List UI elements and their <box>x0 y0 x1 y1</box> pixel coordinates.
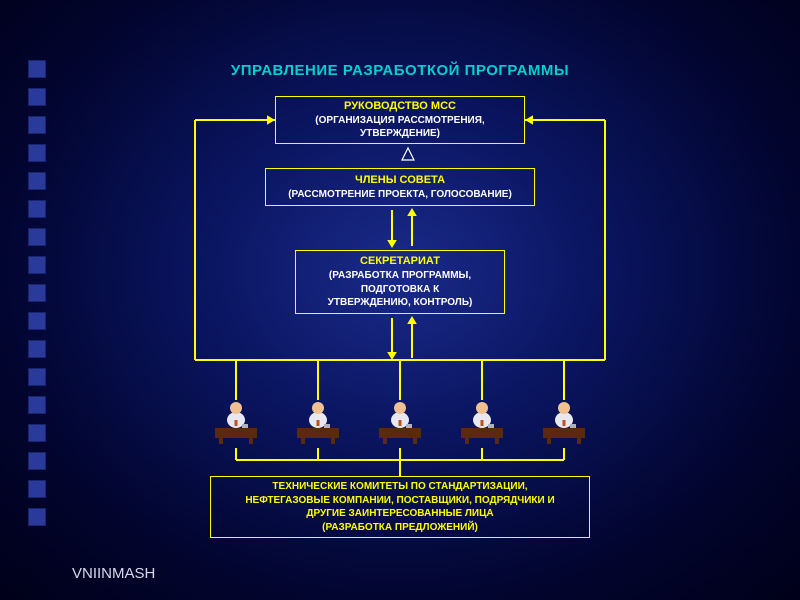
person-icon <box>295 398 341 446</box>
person-icon <box>377 398 423 446</box>
box-committees: ТЕХНИЧЕСКИЕ КОМИТЕТЫ ПО СТАНДАРТИЗАЦИИ,Н… <box>210 476 590 538</box>
person-icon <box>541 398 587 446</box>
box-council: ЧЛЕНЫ СОВЕТА (РАССМОТРЕНИЕ ПРОЕКТА, ГОЛО… <box>265 168 535 206</box>
box-council-title: ЧЛЕНЫ СОВЕТА <box>355 173 445 188</box>
box-leadership-title: РУКОВОДСТВО МСС <box>344 99 456 114</box>
page-title: УПРАВЛЕНИЕ РАЗРАБОТКОЙ ПРОГРАММЫ <box>0 62 800 79</box>
box-secretariat-sub: (РАЗРАБОТКА ПРОГРАММЫ,ПОДГОТОВКА КУТВЕРЖ… <box>328 269 473 310</box>
box-committees-text: ТЕХНИЧЕСКИЕ КОМИТЕТЫ ПО СТАНДАРТИЗАЦИИ,Н… <box>245 480 554 534</box>
side-decoration <box>28 60 46 526</box>
footer-label: VNIINMASH <box>72 565 155 582</box>
box-council-sub: (РАССМОТРЕНИЕ ПРОЕКТА, ГОЛОСОВАНИЕ) <box>288 188 512 202</box>
box-leadership: РУКОВОДСТВО МСС (ОРГАНИЗАЦИЯ РАССМОТРЕНИ… <box>275 96 525 144</box>
person-icon <box>459 398 505 446</box>
box-leadership-sub: (ОРГАНИЗАЦИЯ РАССМОТРЕНИЯ,УТВЕРЖДЕНИЕ) <box>315 114 484 141</box>
box-secretariat-title: СЕКРЕТАРИАТ <box>360 254 440 269</box>
people-row <box>213 398 587 446</box>
person-icon <box>213 398 259 446</box>
box-secretariat: СЕКРЕТАРИАТ (РАЗРАБОТКА ПРОГРАММЫ,ПОДГОТ… <box>295 250 505 314</box>
